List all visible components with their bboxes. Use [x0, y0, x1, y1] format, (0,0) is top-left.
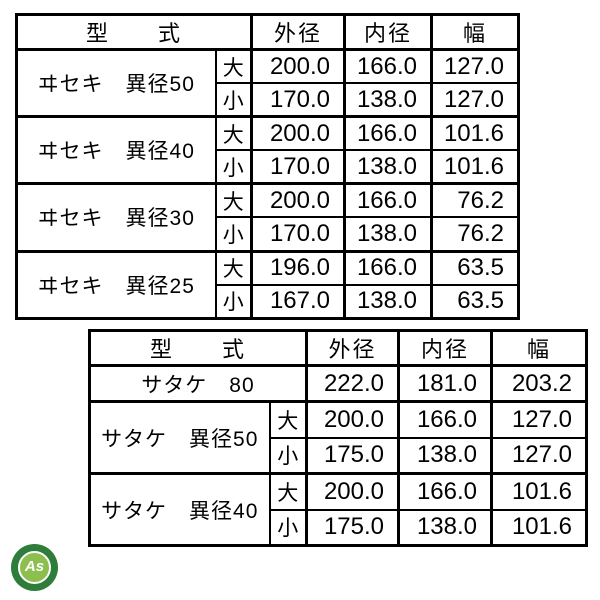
outer-diameter-cell: 175.0 — [305, 508, 399, 546]
inner-diameter-cell: 138.0 — [343, 216, 432, 252]
inner-diameter-cell: 138.0 — [397, 436, 492, 474]
outer-diameter-cell: 170.0 — [250, 149, 345, 184]
outer-diameter-cell: 222.0 — [305, 364, 399, 402]
outer-diameter-cell: 200.0 — [250, 115, 345, 151]
table-row: 小 175.0 138.0 127.0 — [90, 436, 587, 474]
size-cell: 大 — [268, 400, 307, 438]
inner-diameter-cell: 166.0 — [343, 249, 432, 285]
model-cell: サタケ 異径40 — [88, 472, 270, 546]
header-inner-diameter: 内径 — [397, 329, 492, 366]
model-cell: ヰセキ 異径40 — [15, 115, 216, 184]
iseki-spec-table: 型 式 外径 内径 幅 ヰセキ 異径50 大 200.0 166.0 127.0… — [15, 13, 520, 320]
size-cell: 大 — [214, 182, 252, 218]
width-cell: 76.2 — [430, 216, 519, 252]
width-cell: 127.0 — [430, 48, 519, 84]
header-outer-diameter: 外径 — [305, 329, 399, 366]
inner-diameter-cell: 181.0 — [397, 364, 492, 402]
table-row: サタケ 異径40 大 200.0 166.0 101.6 — [88, 472, 587, 546]
table-row: サタケ 80 222.0 181.0 203.2 — [88, 364, 587, 402]
model-cell: サタケ 80 — [88, 364, 307, 402]
width-cell: 63.5 — [430, 249, 519, 285]
width-cell: 76.2 — [430, 182, 519, 218]
satake-spec-table: 型 式 外径 内径 幅 サタケ 80 222.0 181.0 203.2 サタケ… — [88, 329, 588, 547]
outer-diameter-cell: 175.0 — [305, 436, 399, 474]
table-row: 小 170.0 138.0 76.2 — [17, 216, 519, 252]
table-row: サタケ 異径50 大 200.0 166.0 127.0 — [88, 400, 587, 474]
model-cell: ヰセキ 異径30 — [15, 182, 216, 252]
header-model: 型 式 — [15, 13, 252, 50]
inner-diameter-cell: 166.0 — [343, 182, 432, 218]
size-cell: 小 — [214, 283, 252, 319]
header-width: 幅 — [490, 329, 587, 366]
table-row: ヰセキ 異径50 大 200.0 166.0 127.0 — [15, 47, 519, 117]
size-cell: 小 — [214, 216, 252, 252]
outer-diameter-cell: 200.0 — [250, 182, 345, 218]
width-cell: 101.6 — [490, 472, 587, 510]
size-cell: 大 — [214, 115, 252, 151]
outer-diameter-cell: 170.0 — [250, 82, 345, 117]
width-cell: 101.6 — [490, 508, 587, 546]
table-row: ヰセキ 異径25 大 196.0 166.0 63.5 — [15, 249, 519, 319]
inner-diameter-cell: 166.0 — [343, 115, 432, 151]
inner-diameter-cell: 166.0 — [397, 400, 492, 438]
width-cell: 101.6 — [430, 149, 519, 184]
width-cell: 101.6 — [430, 115, 519, 151]
header-model: 型 式 — [88, 329, 307, 366]
table-row: 小 175.0 138.0 101.6 — [90, 508, 587, 546]
width-cell: 63.5 — [430, 283, 519, 319]
model-cell: サタケ 異径50 — [88, 400, 270, 474]
as-logo-text: As — [24, 558, 45, 575]
size-cell: 大 — [214, 249, 252, 285]
size-cell: 大 — [214, 48, 252, 84]
table-row: ヰセキ 異径40 大 200.0 166.0 101.6 — [15, 115, 519, 184]
table-header-row: 型 式 外径 内径 幅 — [15, 13, 519, 50]
size-cell: 大 — [268, 472, 307, 510]
width-cell: 127.0 — [490, 400, 587, 438]
inner-diameter-cell: 138.0 — [343, 149, 432, 184]
width-cell: 203.2 — [490, 364, 587, 402]
inner-diameter-cell: 138.0 — [397, 508, 492, 546]
table-header-row: 型 式 外径 内径 幅 — [88, 329, 587, 366]
table-row: 小 170.0 138.0 101.6 — [17, 149, 519, 184]
as-logo: As — [11, 544, 58, 591]
outer-diameter-cell: 196.0 — [250, 249, 345, 285]
size-cell: 小 — [214, 149, 252, 184]
model-cell: ヰセキ 異径25 — [15, 249, 216, 319]
size-cell: 小 — [268, 436, 307, 474]
model-cell: ヰセキ 異径50 — [15, 47, 216, 117]
table-row: 小 170.0 138.0 127.0 — [17, 82, 519, 117]
header-outer-diameter: 外径 — [250, 13, 345, 50]
outer-diameter-cell: 167.0 — [250, 283, 345, 319]
outer-diameter-cell: 200.0 — [305, 472, 399, 510]
width-cell: 127.0 — [430, 82, 519, 117]
table-row: ヰセキ 異径30 大 200.0 166.0 76.2 — [15, 182, 519, 252]
inner-diameter-cell: 166.0 — [397, 472, 492, 510]
header-inner-diameter: 内径 — [343, 13, 432, 50]
header-width: 幅 — [430, 13, 519, 50]
outer-diameter-cell: 170.0 — [250, 216, 345, 252]
size-cell: 小 — [214, 82, 252, 117]
inner-diameter-cell: 138.0 — [343, 283, 432, 319]
inner-diameter-cell: 138.0 — [343, 82, 432, 117]
outer-diameter-cell: 200.0 — [305, 400, 399, 438]
inner-diameter-cell: 166.0 — [343, 48, 432, 84]
width-cell: 127.0 — [490, 436, 587, 474]
size-cell: 小 — [268, 508, 307, 546]
outer-diameter-cell: 200.0 — [250, 48, 345, 84]
table-row: 小 167.0 138.0 63.5 — [17, 283, 519, 319]
as-logo-inner-circle: As — [18, 551, 51, 584]
